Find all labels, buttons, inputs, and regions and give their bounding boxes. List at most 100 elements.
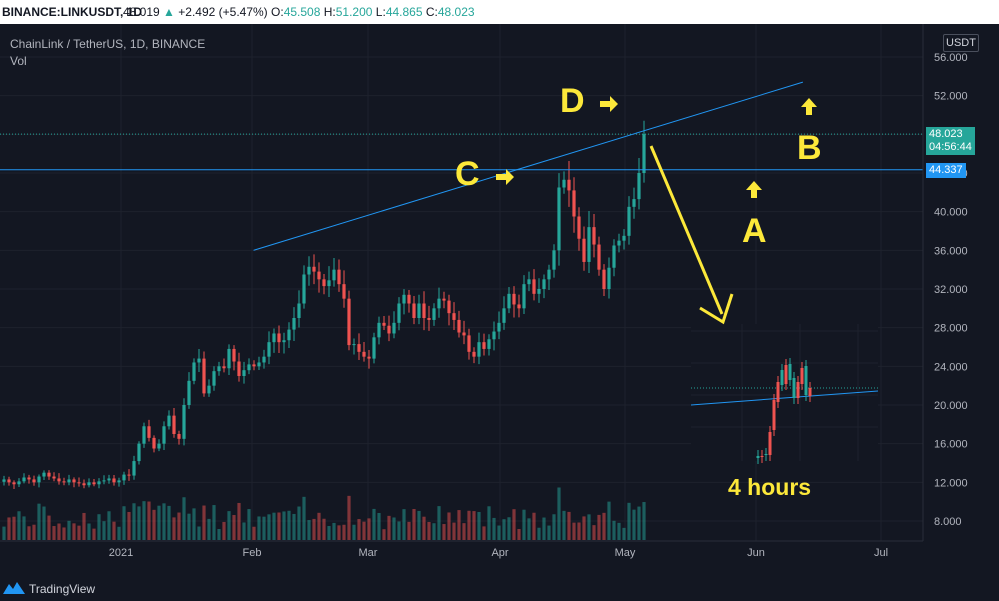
volume-bar-2	[12, 516, 16, 540]
y-tick-label-4: 40.000	[934, 207, 968, 219]
candle-body-49	[247, 364, 251, 371]
inset-candle-body-4	[772, 400, 776, 430]
candle-body-93	[467, 335, 471, 352]
volume-bar-12	[62, 527, 66, 540]
volume-bar-39	[197, 526, 201, 540]
candle-body-104	[522, 284, 526, 309]
volume-bar-63	[317, 512, 321, 540]
volume-bar-112	[562, 510, 566, 540]
candle-body-28	[142, 426, 146, 444]
candle-body-61	[307, 266, 311, 275]
candle-body-36	[182, 405, 186, 439]
candle-body-33	[167, 415, 171, 427]
candle-body-120	[602, 269, 606, 289]
volume-bar-52	[262, 516, 266, 540]
price-chart[interactable]: 56.00052.00048.00044.00040.00036.00032.0…	[0, 24, 999, 577]
time-axis[interactable]: 2021 Feb Mar Apr May Jun Jul	[0, 540, 923, 559]
candle-body-126	[632, 199, 636, 207]
volume-bar-58	[292, 513, 296, 540]
volume-bar-44	[222, 521, 226, 540]
volume-bar-85	[427, 521, 431, 540]
candle-body-124	[622, 235, 626, 241]
volume-bar-126	[632, 509, 636, 540]
legend-volume: Vol	[10, 54, 27, 68]
volume-bar-96	[482, 526, 486, 540]
volume-bar-61	[307, 520, 311, 540]
candle-body-106	[532, 279, 536, 294]
volume-bar-24	[122, 506, 126, 540]
open-value: 45.508	[283, 5, 321, 19]
countdown-timer: 04:56:44	[929, 141, 972, 153]
candle-body-117	[587, 227, 591, 262]
candle-body-10	[52, 476, 56, 479]
volume-bar-87	[437, 506, 441, 540]
candle-body-19	[97, 481, 101, 485]
volume-bar-5	[27, 526, 31, 540]
candle-body-5	[27, 477, 31, 480]
volume-bar-99	[497, 525, 501, 540]
volume-bar-94	[472, 511, 476, 540]
volume-bar-34	[172, 517, 176, 540]
volume-bar-71	[357, 519, 361, 540]
brand-name: TradingView	[29, 582, 96, 596]
candle-body-4	[22, 477, 26, 482]
inset-candle-body-10	[796, 382, 800, 398]
volume-bar-40	[202, 505, 206, 540]
volume-bar-57	[287, 510, 291, 540]
inset-candle-body-8	[788, 364, 792, 380]
candle-body-99	[497, 322, 501, 332]
inset-candle-body-9	[792, 378, 796, 398]
level-price-tag-value: 44.337	[929, 164, 963, 176]
volume-bar-43	[217, 529, 221, 540]
volume-bar-122	[612, 520, 616, 540]
tradingview-brand[interactable]: TradingView	[0, 577, 120, 601]
volume-bar-117	[587, 514, 591, 540]
candle-body-41	[207, 385, 211, 394]
candle-body-29	[147, 426, 151, 438]
volume-bar-65	[327, 526, 331, 540]
candle-body-116	[582, 238, 586, 262]
volume-bar-26	[132, 503, 136, 540]
grid-lines	[0, 24, 923, 541]
candle-body-58	[292, 318, 296, 330]
arrow-down-head-icon	[699, 293, 734, 325]
candle-body-80	[402, 294, 406, 304]
volume-bar-37	[187, 513, 191, 540]
price-axis[interactable]: 56.00052.00048.00044.00040.00036.00032.0…	[922, 24, 968, 541]
candle-body-31	[157, 443, 161, 449]
volume-bar-107	[537, 527, 541, 540]
symbol-name[interactable]: BINANCE:LINKUSDT, 1D	[2, 5, 143, 19]
candle-body-38	[192, 362, 196, 381]
volume-bar-97	[487, 506, 491, 540]
candle-body-111	[557, 187, 561, 251]
volume-bar-81	[407, 521, 411, 540]
candle-body-18	[92, 482, 96, 485]
volume-bar-8	[42, 506, 46, 540]
candle-body-69	[347, 298, 351, 346]
volume-bar-106	[532, 512, 536, 540]
candle-body-42	[212, 371, 216, 386]
candle-body-77	[387, 325, 391, 334]
inset-trendline	[690, 390, 879, 406]
volume-bar-76	[382, 529, 386, 540]
currency-button[interactable]: USDT	[943, 34, 979, 52]
volume-bar-10	[52, 526, 56, 540]
price-summary: 48.019 ▲ +2.492 (+5.47%) O:45.508 H:51.2…	[123, 5, 475, 19]
candle-body-114	[572, 190, 576, 217]
volume-bar-31	[157, 505, 161, 540]
candle-body-119	[597, 244, 601, 270]
y-tick-label-1: 52.000	[934, 91, 968, 103]
price-change: +2.492 (+5.47%)	[178, 5, 268, 19]
candle-body-25	[127, 474, 131, 476]
candle-body-30	[152, 437, 156, 449]
candle-body-68	[342, 284, 346, 299]
candle-body-110	[552, 250, 556, 270]
candle-body-81	[407, 294, 411, 304]
candle-body-73	[367, 356, 371, 359]
volume-bar-21	[107, 511, 111, 540]
volume-bar-15	[77, 525, 81, 540]
candle-body-16	[82, 483, 86, 486]
label-b: B	[797, 129, 822, 167]
volume-bar-77	[387, 515, 391, 540]
volume-bar-38	[192, 508, 196, 540]
